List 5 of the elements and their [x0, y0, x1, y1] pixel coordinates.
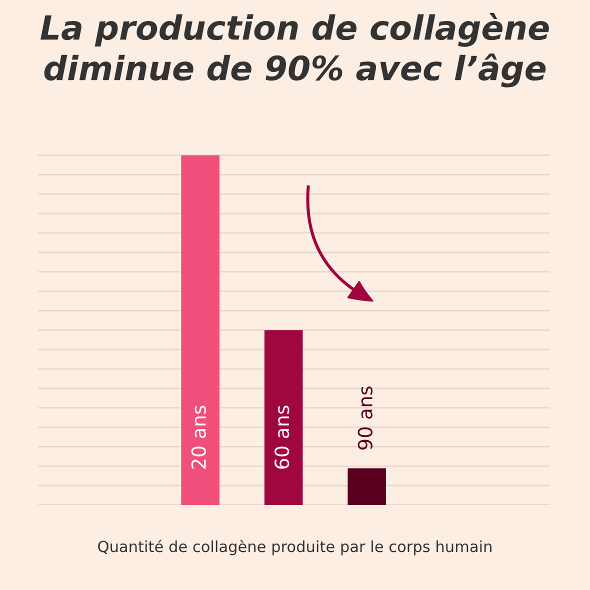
x-tick-label: 20 ans — [191, 406, 206, 469]
x-axis-title: Quantité de collagène produite par le corps humain — [98, 540, 492, 556]
x-tick-label: 60 ans — [274, 406, 290, 469]
x-tick-label: 90 ans — [358, 386, 372, 450]
chart-title: La production de collagène diminue de 90% avec l’âge — [40, 12, 549, 88]
